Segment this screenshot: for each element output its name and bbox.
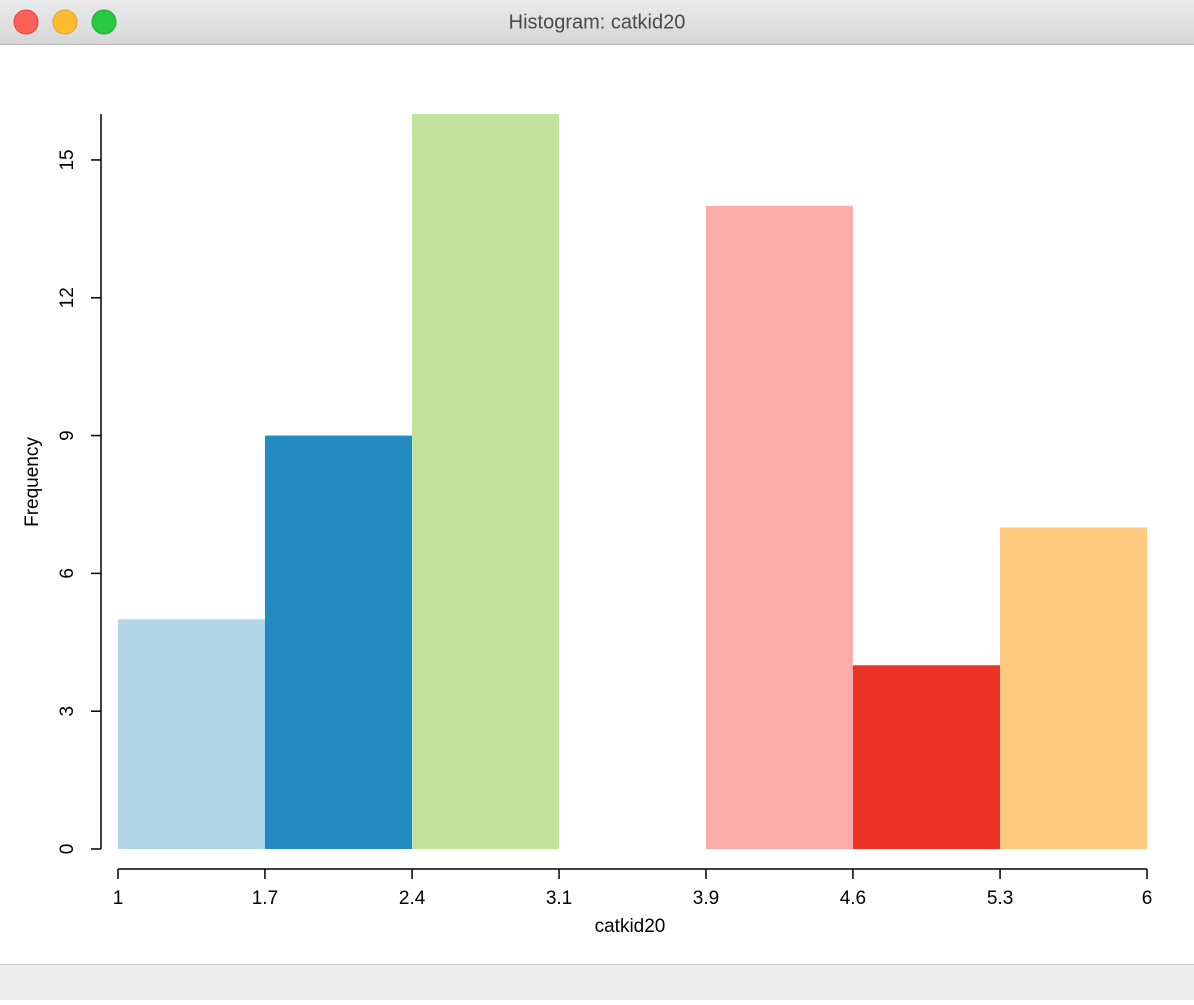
bar: [412, 114, 560, 849]
x-tick-label: 3.1: [546, 888, 572, 909]
bar: [705, 205, 853, 849]
bar: [1000, 527, 1147, 849]
y-tick-label: 12: [57, 287, 78, 308]
y-tick-label: 3: [57, 706, 78, 717]
x-axis-label: catkid20: [595, 916, 666, 937]
bar: [852, 665, 1001, 849]
zoom-button[interactable]: [91, 9, 117, 35]
x-tick-label: 2.4: [399, 888, 426, 909]
x-tick-label: 1.7: [252, 888, 278, 909]
y-tick-label: 9: [57, 430, 78, 441]
y-tick-label: 15: [57, 149, 78, 170]
close-button[interactable]: [13, 9, 39, 35]
x-tick-label: 5.3: [987, 888, 1013, 909]
x-tick-label: 1: [113, 888, 124, 909]
title-bar: [0, 0, 1194, 44]
y-tick-label: 0: [57, 844, 78, 855]
bar: [118, 619, 265, 849]
minimize-button[interactable]: [52, 9, 78, 35]
bar: [264, 435, 413, 849]
x-tick-label: 3.9: [693, 888, 719, 909]
x-tick-label: 6: [1142, 888, 1153, 909]
y-axis-label: Frequency: [22, 437, 43, 527]
x-tick-label: 4.6: [840, 888, 866, 909]
status-bar: [0, 965, 1194, 1000]
window-title: Histogram: catkid20: [509, 11, 686, 33]
y-tick-label: 6: [57, 568, 78, 579]
